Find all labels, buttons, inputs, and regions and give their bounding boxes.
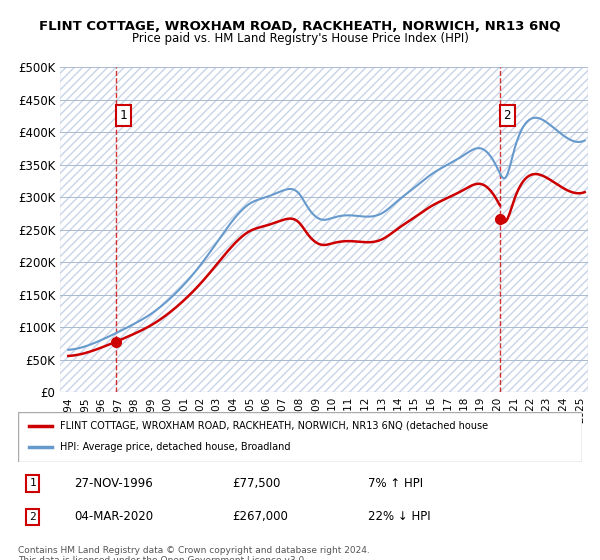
Text: 2: 2 [29,512,36,522]
Text: Price paid vs. HM Land Registry's House Price Index (HPI): Price paid vs. HM Land Registry's House … [131,32,469,45]
Text: HPI: Average price, detached house, Broadland: HPI: Average price, detached house, Broa… [60,442,291,452]
Text: 27-NOV-1996: 27-NOV-1996 [74,477,153,490]
Text: 04-MAR-2020: 04-MAR-2020 [74,511,154,524]
Text: £77,500: £77,500 [232,477,281,490]
Text: Contains HM Land Registry data © Crown copyright and database right 2024.
This d: Contains HM Land Registry data © Crown c… [18,546,370,560]
Text: 1: 1 [119,109,127,122]
Text: 22% ↓ HPI: 22% ↓ HPI [368,511,430,524]
Text: 7% ↑ HPI: 7% ↑ HPI [368,477,423,490]
Text: FLINT COTTAGE, WROXHAM ROAD, RACKHEATH, NORWICH, NR13 6NQ: FLINT COTTAGE, WROXHAM ROAD, RACKHEATH, … [39,20,561,32]
Text: 1: 1 [29,478,36,488]
Text: FLINT COTTAGE, WROXHAM ROAD, RACKHEATH, NORWICH, NR13 6NQ (detached house: FLINT COTTAGE, WROXHAM ROAD, RACKHEATH, … [60,421,488,431]
FancyBboxPatch shape [18,412,582,462]
Text: 2: 2 [503,109,511,122]
Text: £267,000: £267,000 [232,511,288,524]
